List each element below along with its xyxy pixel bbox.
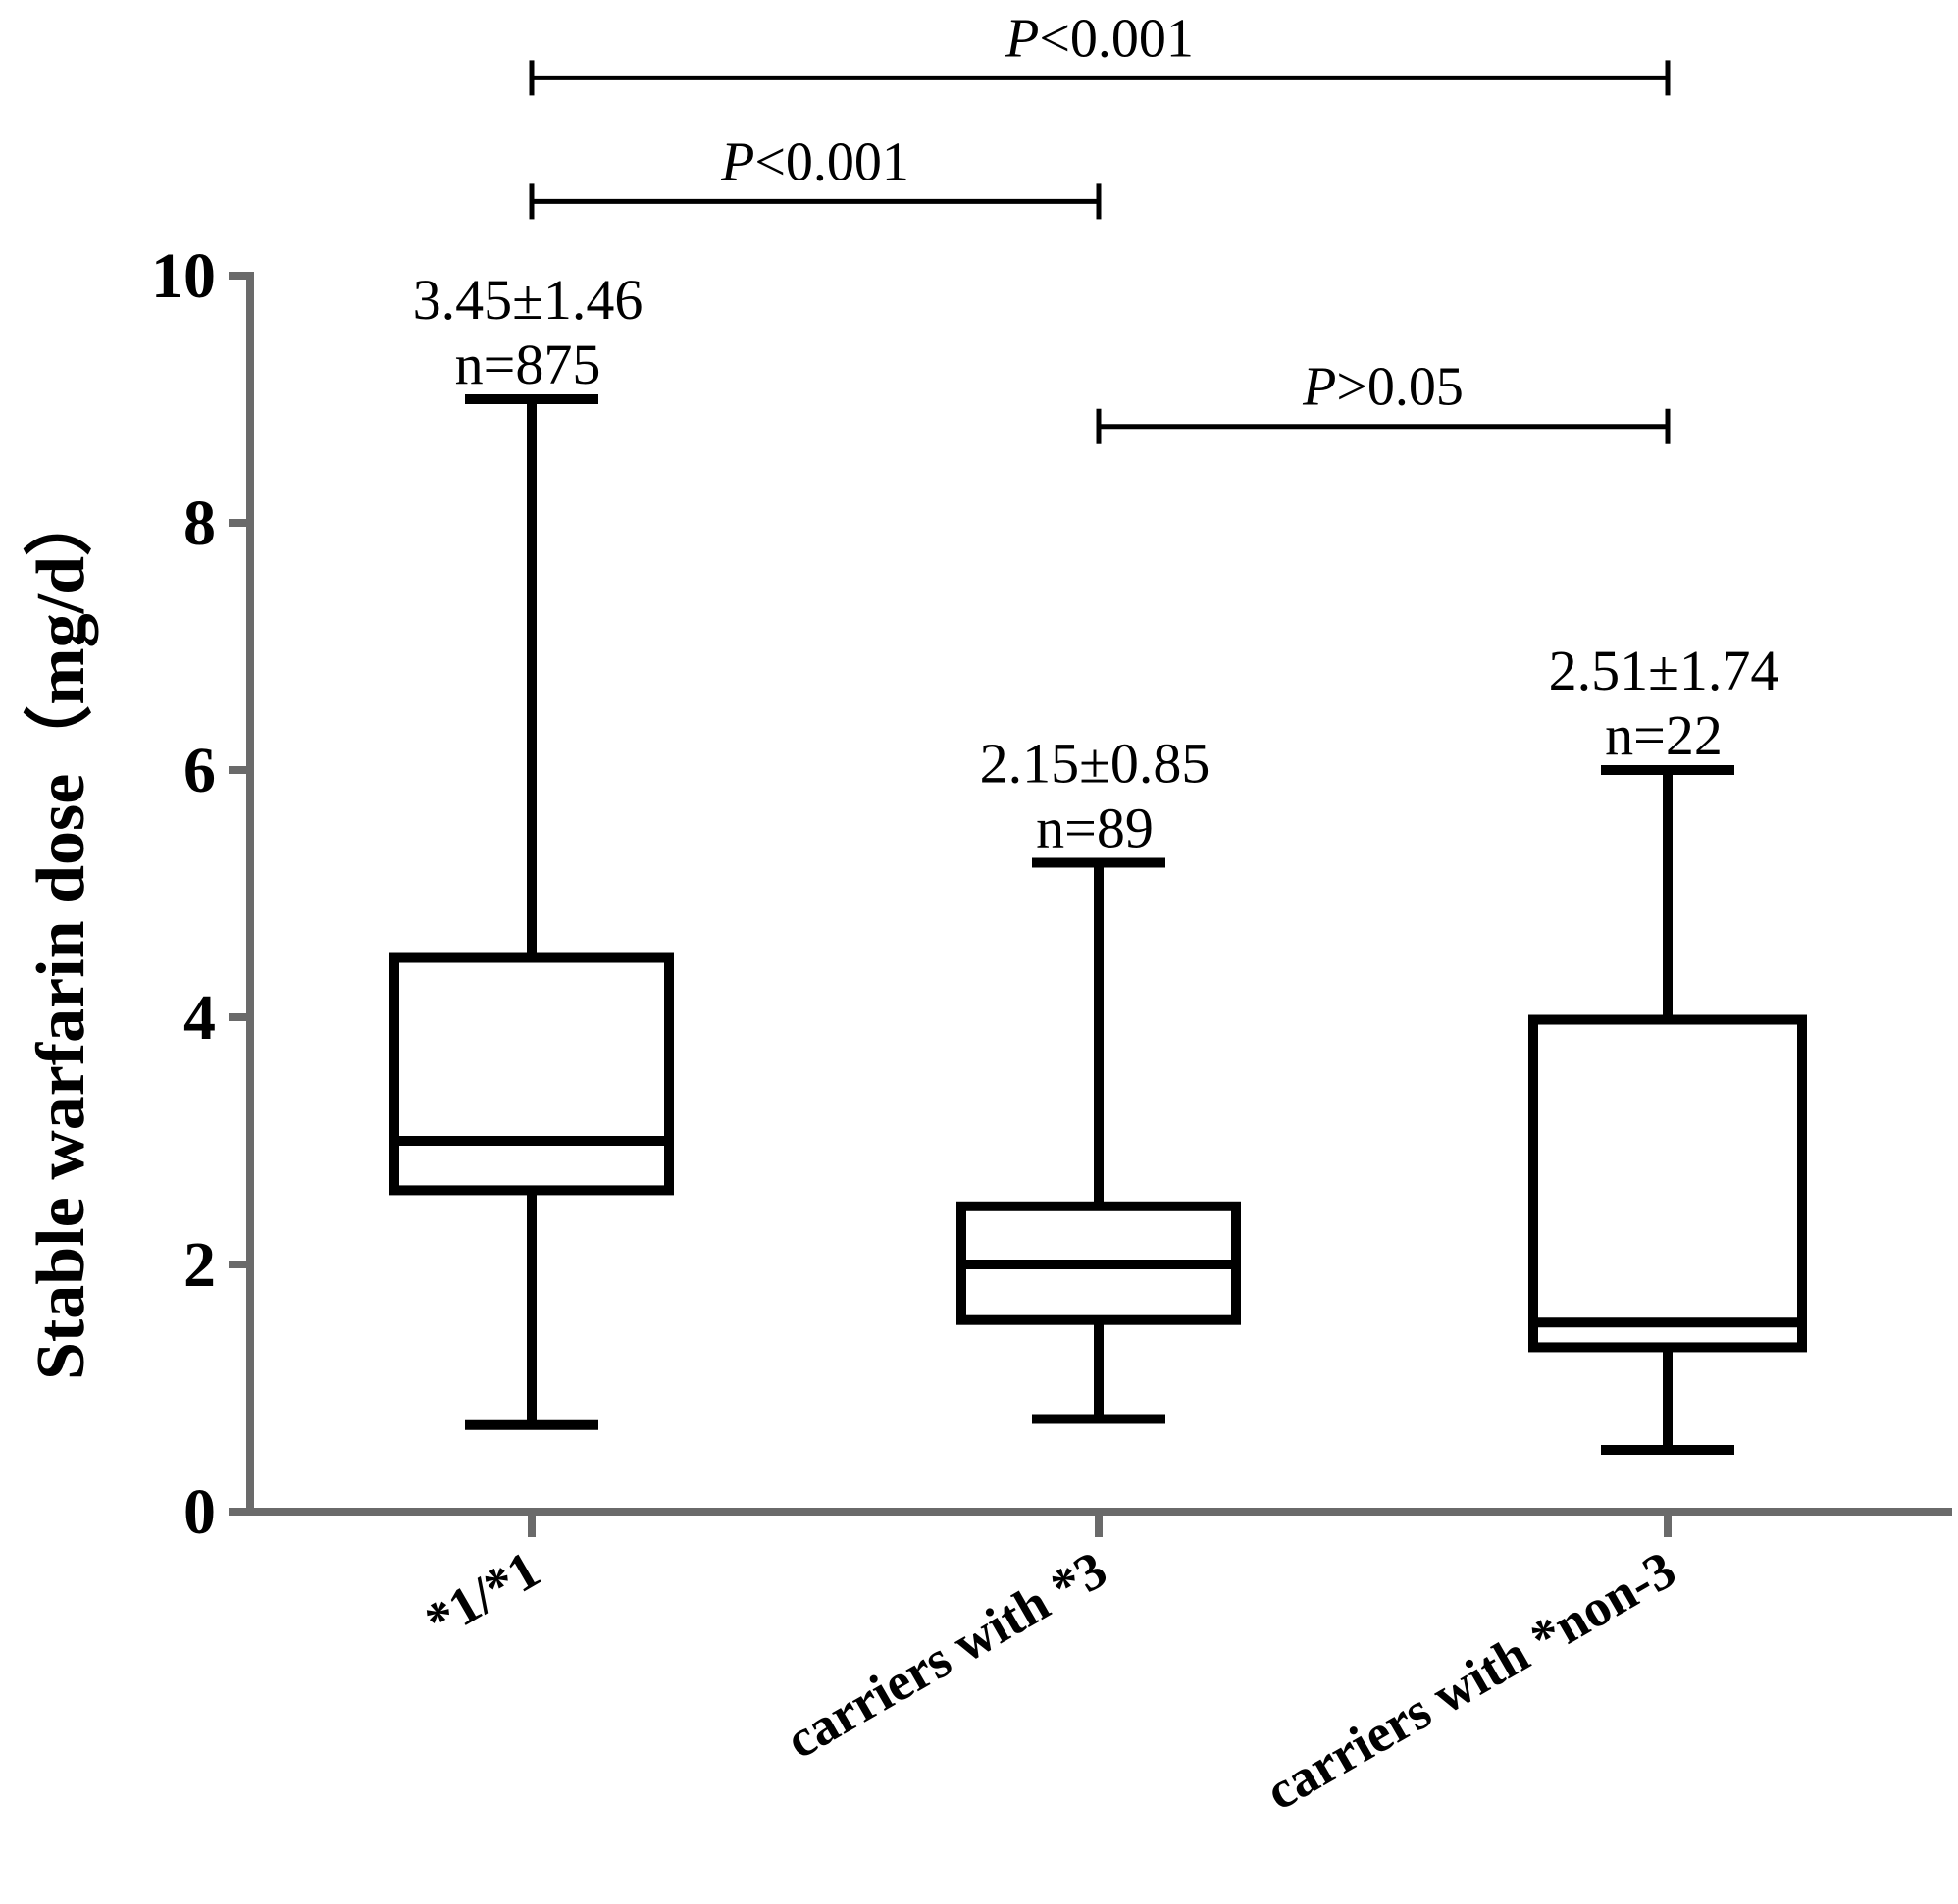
p-symbol-1: P [720, 131, 754, 192]
y-tick-label-0: 0 [183, 1476, 216, 1548]
n-label-2: n=22 [1605, 703, 1723, 767]
y-tick-label-2: 2 [183, 1229, 216, 1301]
iqr-box-2 [1528, 1014, 1807, 1353]
p-value-label-0: P<0.001 [1005, 8, 1194, 69]
box-2 [1528, 765, 1807, 1455]
box-1 [956, 857, 1241, 1424]
n-label-0: n=875 [455, 333, 601, 396]
p-symbol-0: P [1005, 8, 1039, 69]
y-axis-label: Stable warfarin dose（mg/d） [23, 488, 99, 1380]
p-value-0: <0.001 [1039, 8, 1194, 69]
x-category-label-0: *1/*1 [415, 1539, 549, 1650]
y-tick-label-4: 4 [183, 982, 216, 1054]
comparison-0: P<0.001 [529, 8, 1671, 96]
x-category-label-1: carriers with *3 [776, 1539, 1116, 1770]
labels: 3.45±1.46n=875 2.15±0.85n=89 2.51±1.74n=22 [413, 268, 1779, 860]
iqr-box-0 [389, 952, 674, 1196]
mean-sd-label-0: 3.45±1.46 [413, 268, 644, 332]
x-category-label-2: carriers with *non-3 [1256, 1539, 1685, 1821]
p-value-label-2: P>0.05 [1302, 357, 1464, 418]
boxes [389, 394, 1807, 1455]
p-value-2: >0.05 [1336, 357, 1464, 418]
mean-sd-label-2: 2.51±1.74 [1549, 639, 1779, 702]
p-value-label-1: P<0.001 [720, 131, 909, 192]
p-value-1: <0.001 [754, 131, 909, 192]
n-label-1: n=89 [1036, 797, 1154, 860]
y-tick-label-8: 8 [183, 488, 216, 559]
y-tick-label-6: 6 [183, 735, 216, 806]
mean-sd-label-1: 2.15±0.85 [980, 732, 1211, 796]
y-tick-label-10: 10 [151, 240, 216, 312]
p-symbol-2: P [1302, 357, 1336, 418]
box-0 [389, 394, 674, 1430]
comparison-1: P<0.001 [529, 131, 1102, 220]
comparison-2: P>0.05 [1096, 357, 1671, 444]
